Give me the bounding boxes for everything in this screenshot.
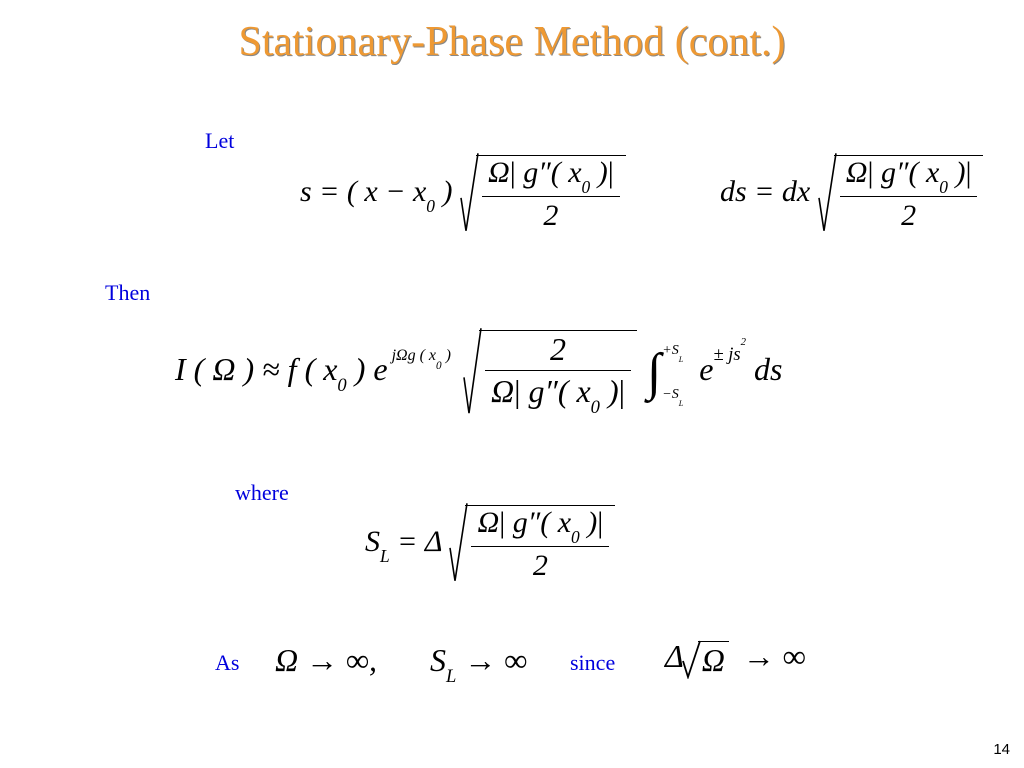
eq-ds-definition: ds = dx Ω| g″( x0 )| 2	[720, 155, 983, 233]
eq-I-lhs: I ( Ω ) ≈ f ( x0 ) e	[175, 351, 388, 387]
eq-integrand: e± js2 ds	[699, 351, 782, 387]
label-as: As	[215, 650, 239, 676]
eq-s-lhs: s = ( x − x0 )	[300, 175, 453, 208]
eq-omega-to-inf: Ω → ∞,	[275, 642, 377, 679]
label-since: since	[570, 650, 615, 676]
label-let: Let	[205, 128, 234, 154]
integral-symbol: ∫ +SL −SL	[647, 343, 661, 402]
label-then: Then	[105, 280, 150, 306]
eq-I-omega: I ( Ω ) ≈ f ( x0 ) e jΩg ( x0 ) 2 Ω| g″(…	[175, 330, 782, 415]
eq-ds-lhs: ds = dx	[720, 175, 810, 208]
eq-s-definition: s = ( x − x0 ) Ω| g″( x0 )| 2	[300, 155, 626, 233]
eq-SL-definition: SL = Δ Ω| g″( x0 )| 2	[365, 505, 615, 583]
eq-SL-to-inf: SL → ∞	[430, 642, 527, 684]
eq-delta-sqrt-omega: Δ Ω → ∞	[665, 638, 806, 679]
int-upper-limit: +SL	[662, 343, 683, 360]
int-lower-limit: −SL	[662, 387, 683, 404]
slide-title: Stationary-Phase Method (cont.)	[0, 18, 1024, 66]
eq-SL-lhs: SL = Δ	[365, 525, 442, 558]
label-where: where	[235, 480, 289, 506]
page-number: 14	[993, 741, 1010, 758]
